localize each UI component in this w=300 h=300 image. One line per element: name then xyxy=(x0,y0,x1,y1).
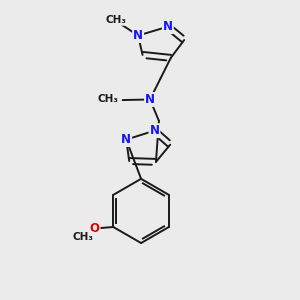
Text: N: N xyxy=(121,133,131,146)
Text: O: O xyxy=(90,222,100,235)
Text: CH₃: CH₃ xyxy=(106,15,127,25)
Text: N: N xyxy=(149,124,160,137)
Text: CH₃: CH₃ xyxy=(72,232,93,242)
Text: CH₃: CH₃ xyxy=(97,94,118,104)
Text: N: N xyxy=(133,29,143,42)
Text: N: N xyxy=(145,93,155,106)
Text: N: N xyxy=(163,20,173,33)
